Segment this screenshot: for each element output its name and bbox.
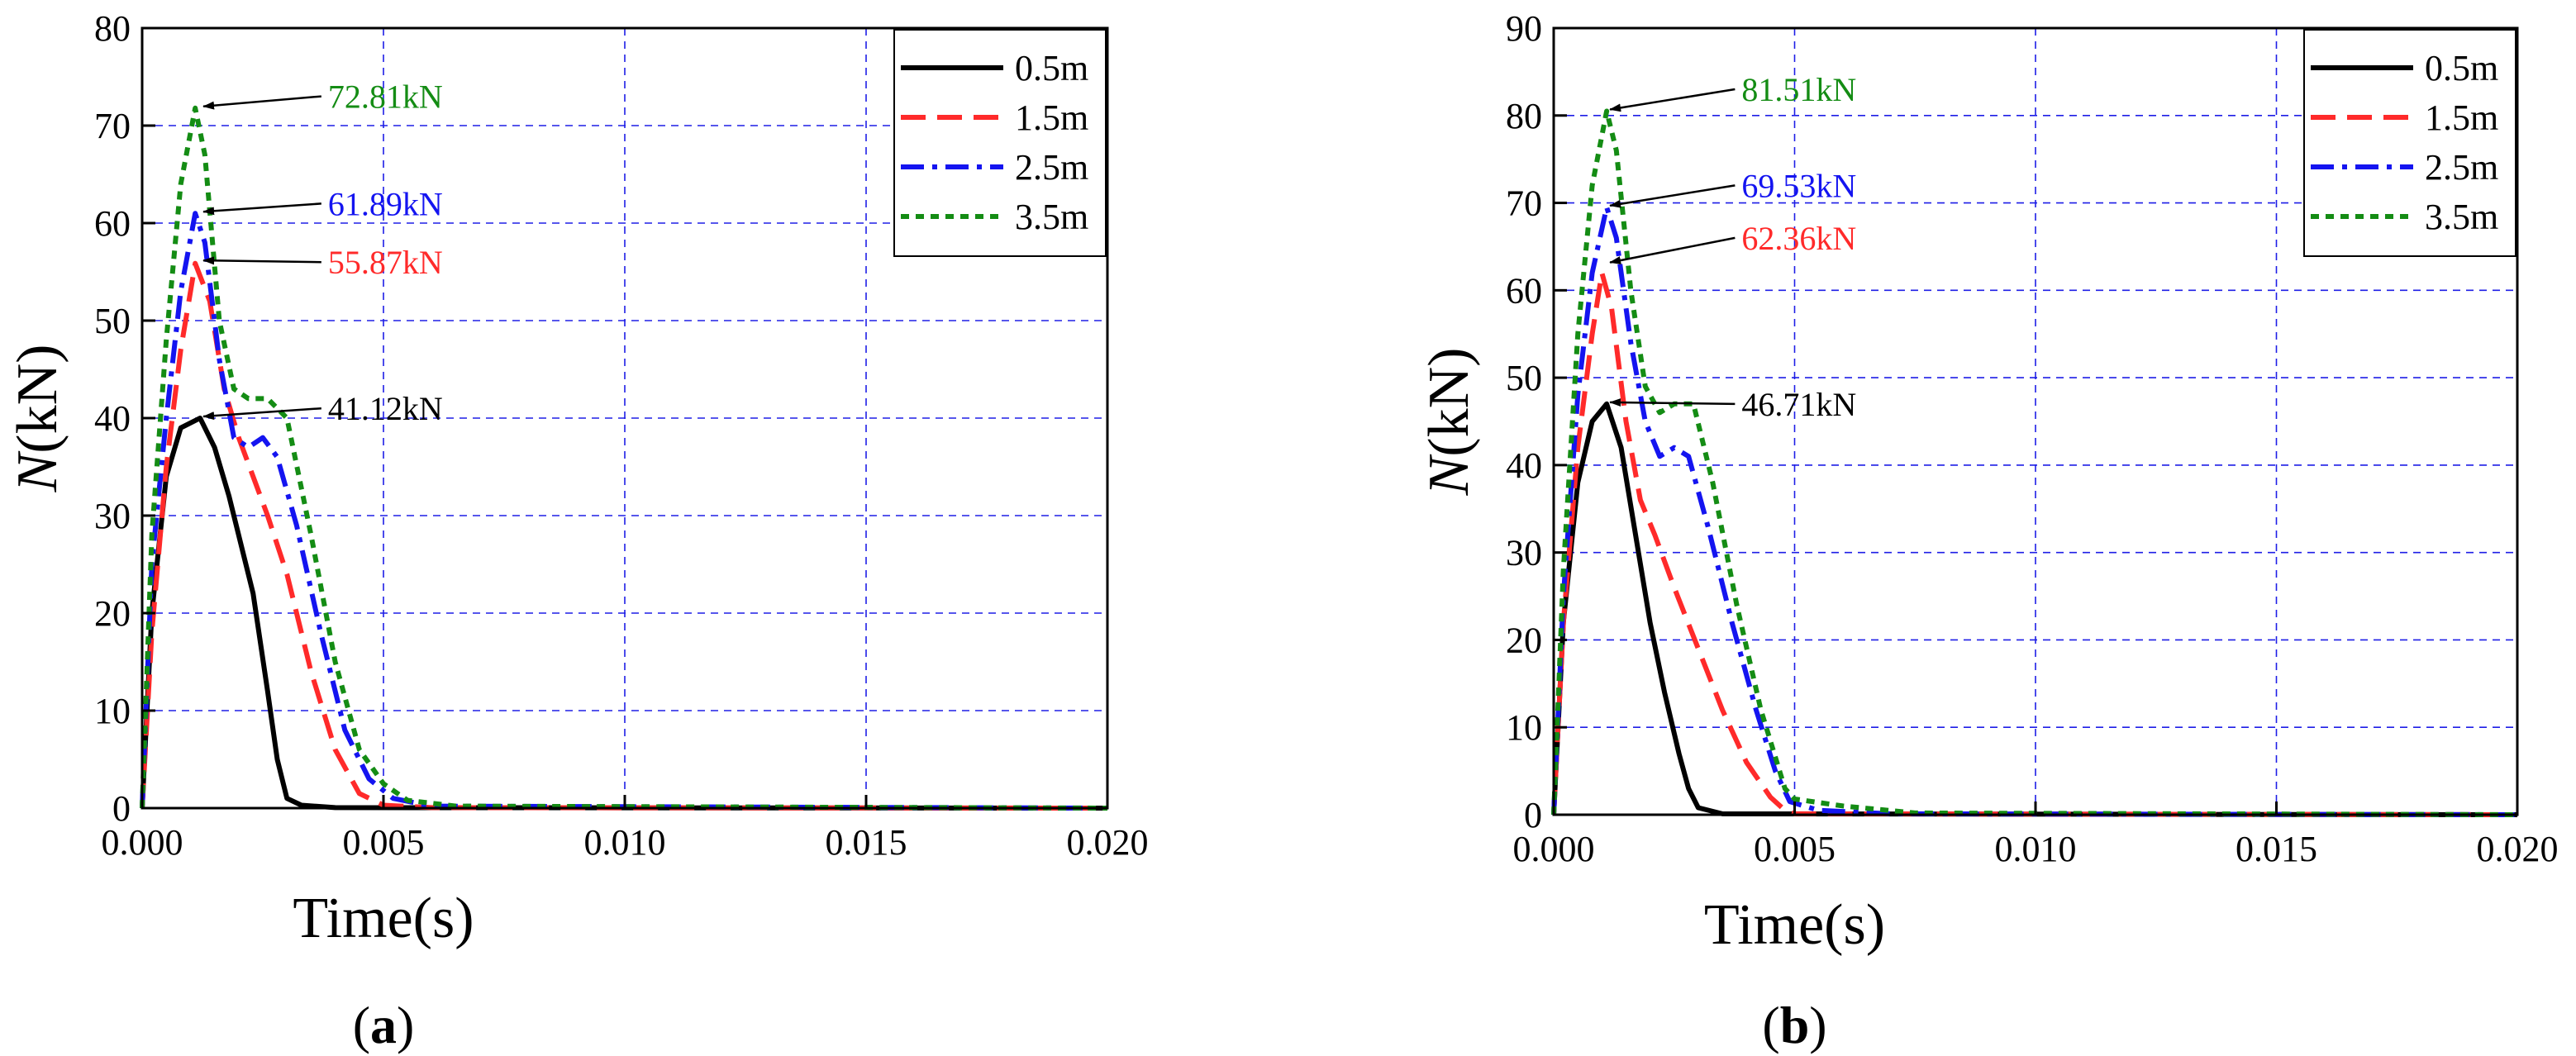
- legend-label: 2.5m: [2425, 147, 2498, 188]
- y-tick-label: 90: [1506, 8, 1542, 49]
- x-tick-label: 0.015: [2236, 829, 2317, 869]
- y-tick-label: 70: [1506, 183, 1542, 224]
- y-tick-label: 40: [1506, 445, 1542, 486]
- y-tick-label: 50: [1506, 358, 1542, 398]
- x-axis-title: Time(s): [293, 887, 474, 950]
- y-tick-label: 20: [94, 593, 131, 634]
- x-tick-label: 0.005: [1754, 829, 1836, 869]
- x-tick-label: 0.000: [1513, 829, 1595, 869]
- annotation-label: 81.51kN: [1741, 71, 1856, 108]
- series-line-0-5m: [1551, 401, 2518, 817]
- chart-panel-a: 0.000 0.005 0.010 0.015 0.020 0 10 20 30 40 50 60 70…: [6, 8, 1149, 1054]
- y-tick-label: 0: [112, 788, 131, 829]
- y-axis-title: N(kN): [1417, 348, 1481, 497]
- legend: 0.5m 1.5m 2.5m 3.5m: [893, 29, 1107, 257]
- chart-panel-b: 0.000 0.005 0.010 0.015 0.020 0 10 20 30 40 50 60 70…: [1417, 8, 2559, 1054]
- series-line-1-5m: [1551, 270, 2518, 817]
- panel-label-open: (: [353, 996, 370, 1054]
- y-tick-label: 10: [1506, 707, 1542, 748]
- y-tick-label: 60: [1506, 270, 1542, 311]
- legend-label: 1.5m: [1015, 98, 1088, 138]
- annotation-arrow: [1609, 398, 1736, 407]
- x-tick-label: 0.010: [584, 822, 666, 863]
- y-tick-label: 0: [1524, 795, 1542, 835]
- x-tick-label: 0.000: [102, 822, 183, 863]
- annotation-arrow: [1609, 88, 1736, 112]
- y-axis-title-unit: (kN): [1417, 348, 1481, 457]
- annotation-arrow: [202, 95, 321, 110]
- y-axis-title-symbol: N: [6, 450, 69, 492]
- y-tick-label: 70: [94, 106, 131, 146]
- annotation-label: 46.71kN: [1741, 386, 1856, 423]
- x-tick-label: 0.015: [826, 822, 907, 863]
- y-tick-label: 50: [94, 301, 131, 341]
- y-tick-label: 20: [1506, 620, 1542, 660]
- panel-label-close: ): [397, 996, 414, 1054]
- y-tick-label: 10: [94, 691, 131, 731]
- annotation-arrow: [202, 407, 321, 421]
- annotation-arrow: [1609, 184, 1736, 208]
- panel-label-open: (: [1762, 996, 1779, 1054]
- y-axis-title-symbol: N: [1417, 454, 1481, 496]
- legend-label: 2.5m: [1015, 147, 1088, 188]
- annotation-label: 62.36kN: [1741, 220, 1856, 257]
- annotation-label: 61.89kN: [328, 185, 443, 222]
- annotation-label: 72.81kN: [328, 78, 443, 116]
- legend-label: 3.5m: [2425, 197, 2498, 237]
- y-tick-label: 80: [94, 8, 131, 49]
- annotation-label: 69.53kN: [1741, 167, 1856, 204]
- x-tick-label: 0.020: [1067, 822, 1149, 863]
- panel-label: (b): [1762, 996, 1826, 1054]
- legend: 0.5m 1.5m 2.5m 3.5m: [2303, 29, 2516, 257]
- annotation-arrow: [202, 202, 321, 216]
- y-tick-label: 30: [1506, 533, 1542, 573]
- y-axis-title: N(kN): [6, 345, 69, 493]
- annotation-label: 55.87kN: [328, 244, 443, 281]
- panel-label-close: ): [1809, 996, 1826, 1054]
- y-tick-label: 30: [94, 496, 131, 536]
- y-tick-label: 80: [1506, 96, 1542, 136]
- legend-label: 1.5m: [2425, 98, 2498, 138]
- x-tick-label: 0.010: [1995, 829, 2077, 869]
- series-line-1-5m: [140, 260, 1108, 811]
- y-tick-label: 60: [94, 203, 131, 244]
- series-line-3-5m: [140, 105, 1108, 811]
- legend-label: 3.5m: [1015, 197, 1088, 237]
- x-axis-title: Time(s): [1704, 893, 1885, 957]
- annotation-arrow: [202, 256, 321, 265]
- x-tick-label: 0.020: [2477, 829, 2559, 869]
- legend-label: 0.5m: [2425, 48, 2498, 88]
- y-axis-title-unit: (kN): [6, 345, 69, 454]
- series-line-2-5m: [1551, 204, 2518, 817]
- legend-label: 0.5m: [1015, 48, 1088, 88]
- annotation-arrow: [1609, 236, 1736, 264]
- series-line-0-5m: [140, 416, 1108, 811]
- panel-label-letter: b: [1780, 996, 1810, 1054]
- series-line-2-5m: [140, 211, 1108, 811]
- y-tick-label: 40: [94, 398, 131, 439]
- panel-label-letter: a: [370, 996, 397, 1054]
- panel-label: (a): [353, 996, 415, 1054]
- annotation-label: 41.12kN: [328, 390, 443, 427]
- x-tick-label: 0.005: [343, 822, 425, 863]
